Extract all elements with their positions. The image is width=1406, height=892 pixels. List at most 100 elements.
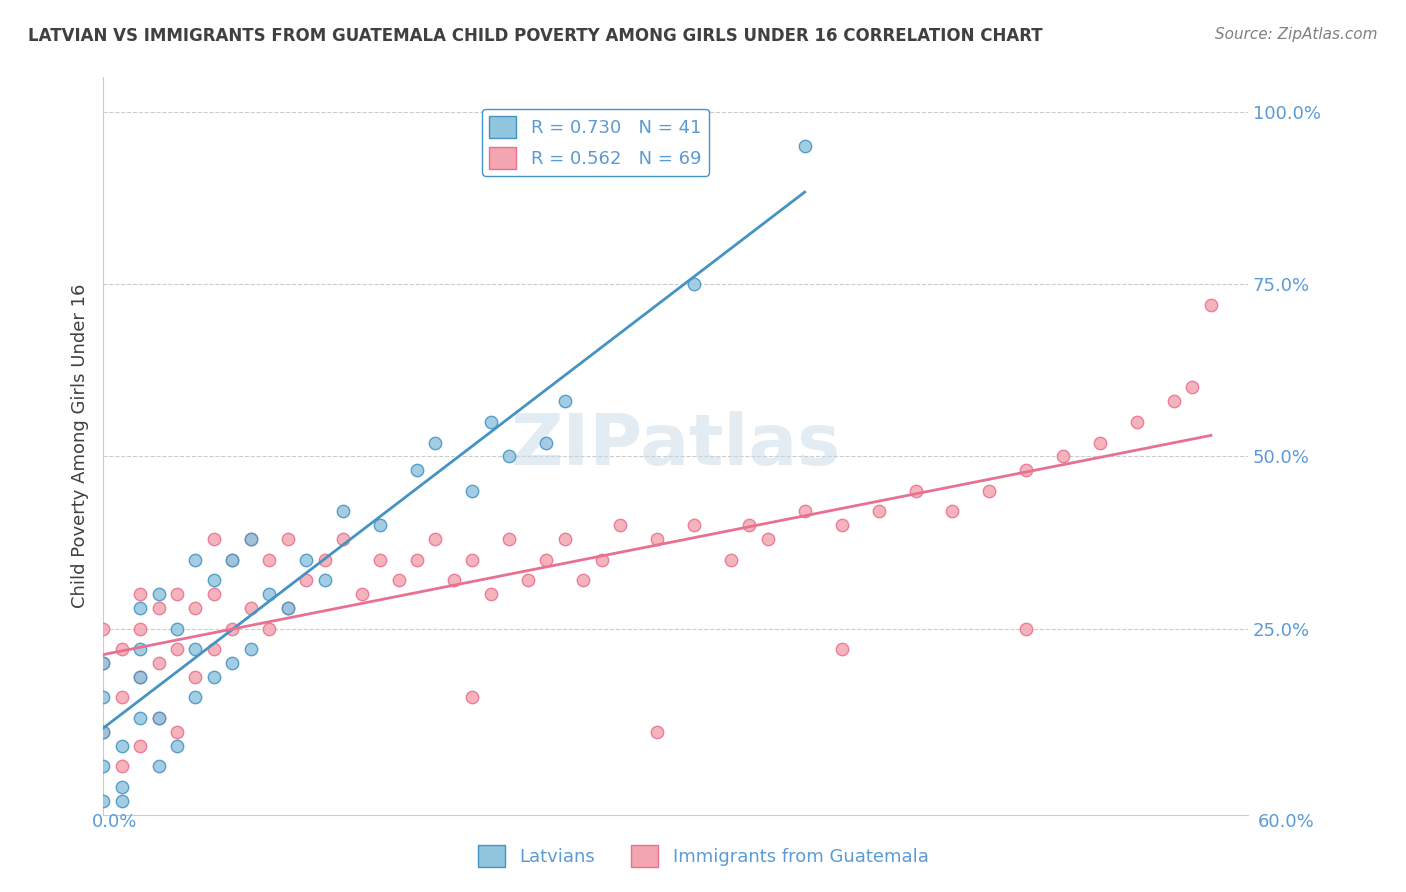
Point [202, 587, 225, 601]
Point [536, 552, 558, 566]
Point [110, 794, 132, 808]
Text: 0.0%: 0.0% [91, 814, 136, 831]
Point [645, 532, 668, 546]
Point [110, 759, 132, 773]
Point [129, 587, 152, 601]
Point [129, 642, 152, 657]
Point [148, 759, 170, 773]
Point [91, 759, 114, 773]
Point [572, 574, 595, 588]
Legend: R = 0.730   N = 41, R = 0.562   N = 69: R = 0.730 N = 41, R = 0.562 N = 69 [482, 109, 709, 176]
Y-axis label: Child Poverty Among Girls Under 16: Child Poverty Among Girls Under 16 [72, 284, 89, 608]
Point [277, 600, 299, 615]
Point [332, 504, 354, 518]
Point [1088, 435, 1111, 450]
Text: 60.0%: 60.0% [1258, 814, 1315, 831]
Point [148, 587, 170, 601]
Point [295, 574, 318, 588]
Point [221, 552, 243, 566]
Text: LATVIAN VS IMMIGRANTS FROM GUATEMALA CHILD POVERTY AMONG GIRLS UNDER 16 CORRELAT: LATVIAN VS IMMIGRANTS FROM GUATEMALA CHI… [28, 27, 1043, 45]
Point [387, 574, 409, 588]
Point [91, 690, 114, 705]
Point [184, 552, 207, 566]
Point [129, 670, 152, 684]
Point [554, 394, 576, 409]
Text: Source: ZipAtlas.com: Source: ZipAtlas.com [1215, 27, 1378, 42]
Point [129, 670, 152, 684]
Point [166, 739, 188, 753]
Point [941, 504, 963, 518]
Point [536, 435, 558, 450]
Point [148, 600, 170, 615]
Point [110, 690, 132, 705]
Point [129, 711, 152, 725]
Point [148, 711, 170, 725]
Point [498, 450, 520, 464]
Point [148, 656, 170, 670]
Point [314, 552, 336, 566]
Point [110, 780, 132, 794]
Point [738, 518, 761, 533]
Point [277, 600, 299, 615]
Point [425, 435, 447, 450]
Point [479, 587, 502, 601]
Point [368, 552, 391, 566]
Point [184, 690, 207, 705]
Point [1015, 463, 1038, 477]
Point [683, 518, 706, 533]
Point [1199, 298, 1222, 312]
Point [516, 574, 538, 588]
Point [479, 415, 502, 429]
Point [461, 690, 484, 705]
Point [184, 600, 207, 615]
Point [184, 670, 207, 684]
Point [831, 642, 853, 657]
Point [295, 552, 318, 566]
Point [202, 574, 225, 588]
Point [498, 532, 520, 546]
Point [129, 600, 152, 615]
Legend: Latvians, Immigrants from Guatemala: Latvians, Immigrants from Guatemala [471, 838, 935, 874]
Point [166, 725, 188, 739]
Point [129, 739, 152, 753]
Point [591, 552, 613, 566]
Point [609, 518, 631, 533]
Point [350, 587, 373, 601]
Point [314, 574, 336, 588]
Point [239, 532, 262, 546]
Point [1052, 450, 1074, 464]
Point [1163, 394, 1185, 409]
Point [425, 532, 447, 546]
Point [645, 725, 668, 739]
Point [368, 518, 391, 533]
Point [202, 670, 225, 684]
Point [91, 656, 114, 670]
Point [91, 794, 114, 808]
Point [554, 532, 576, 546]
Point [166, 622, 188, 636]
Point [221, 656, 243, 670]
Point [443, 574, 465, 588]
Point [904, 483, 927, 498]
Point [110, 642, 132, 657]
Point [91, 725, 114, 739]
Point [793, 504, 815, 518]
Point [1126, 415, 1149, 429]
Point [184, 642, 207, 657]
Point [332, 532, 354, 546]
Point [868, 504, 890, 518]
Point [91, 656, 114, 670]
Point [831, 518, 853, 533]
Point [756, 532, 779, 546]
Point [91, 725, 114, 739]
Point [239, 532, 262, 546]
Point [239, 600, 262, 615]
Point [259, 622, 281, 636]
Point [683, 277, 706, 292]
Point [129, 622, 152, 636]
Point [239, 642, 262, 657]
Point [1015, 622, 1038, 636]
Point [202, 532, 225, 546]
Point [406, 463, 429, 477]
Point [277, 532, 299, 546]
